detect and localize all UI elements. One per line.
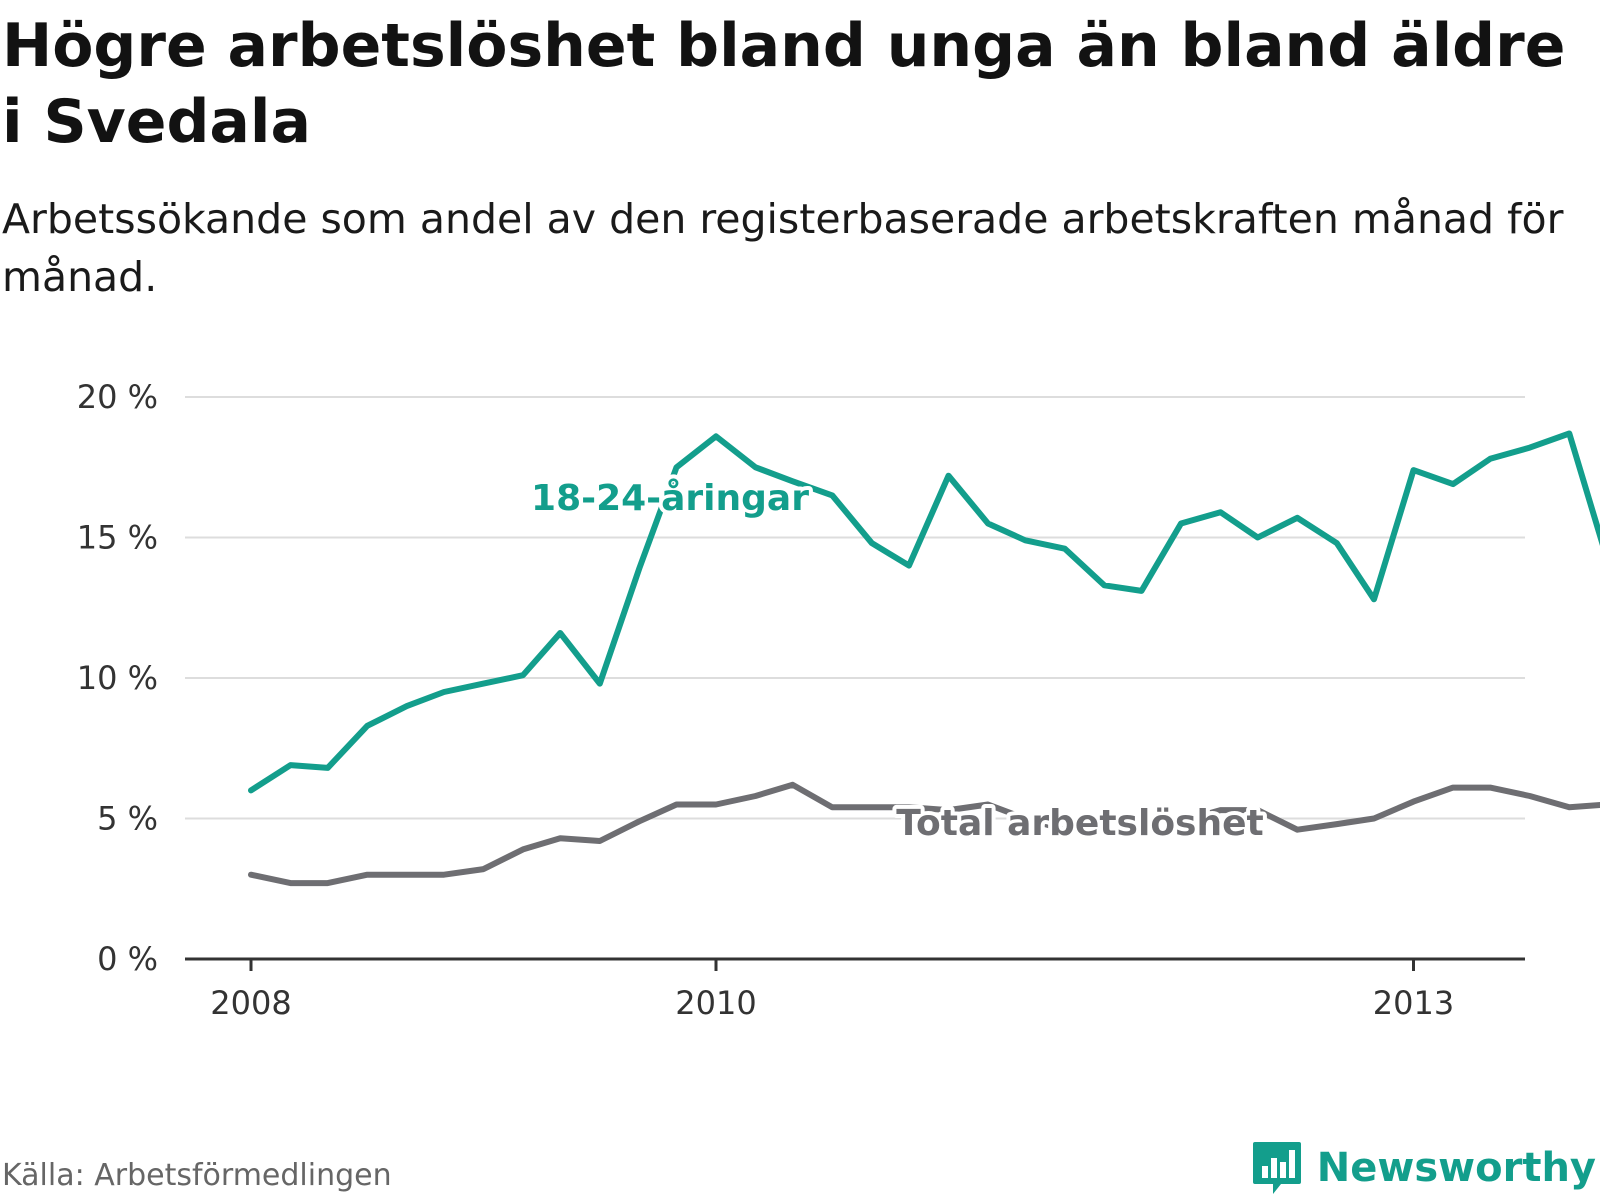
brand-name: Newsworthy xyxy=(1316,1145,1596,1191)
chart-subtitle: Arbetssökande som andel av den registerb… xyxy=(2,195,1564,301)
y-tick-label-0: 0 % xyxy=(97,940,158,978)
chart-title: Högre arbetslöshet bland unga än bland ä… xyxy=(2,11,1566,157)
newsworthy-logo-icon xyxy=(1252,1142,1301,1194)
series-lines xyxy=(248,430,1600,887)
series-line-1 xyxy=(248,781,1600,887)
line-chart: 0 %5 %10 %15 %20 % 200820102013201620192… xyxy=(77,378,1600,1022)
series-label-youth: 18-24-åringar xyxy=(531,478,809,519)
series-label-total: Total arbetslöshet xyxy=(896,803,1264,844)
y-axis-ticks: 0 % 5 % 10 % 15 % 20 % xyxy=(77,378,158,978)
brand-logo: Newsworthy xyxy=(1251,1140,1596,1196)
source-note: Källa: Arbetsförmedlingen xyxy=(2,1158,392,1193)
y-tick-label-10: 10 % xyxy=(77,659,158,697)
series-line-0 xyxy=(248,430,1600,794)
y-tick-label-20: 20 % xyxy=(77,378,158,416)
x-tick-label-2013: 2013 xyxy=(1373,984,1454,1022)
x-axis: 2008201020132016201920222024 xyxy=(185,957,1525,1022)
y-tick-label-5: 5 % xyxy=(97,800,158,838)
x-tick-label-2008: 2008 xyxy=(210,984,291,1022)
gridlines xyxy=(185,396,1525,820)
x-tick-label-2010: 2010 xyxy=(675,984,756,1022)
y-tick-label-15: 15 % xyxy=(77,519,158,557)
